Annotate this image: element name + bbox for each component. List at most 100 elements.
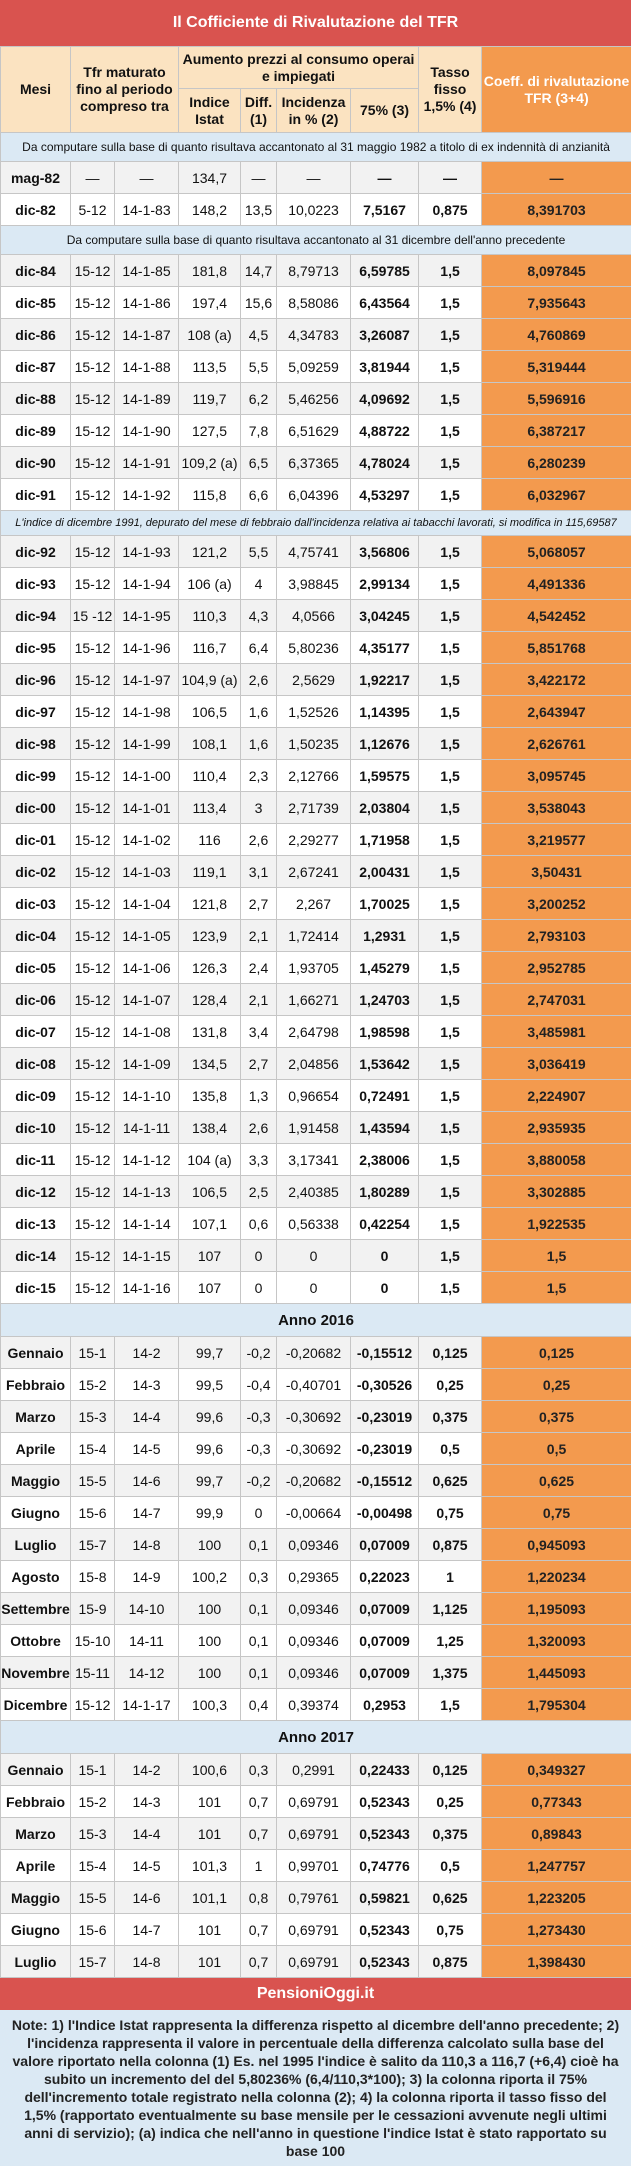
header-incidenza: Incidenza in % (2) [277,89,351,133]
indice-cell: 99,6 [179,1433,241,1465]
period-end-cell: 14-11 [115,1625,179,1657]
p75-cell: 2,38006 [351,1144,419,1176]
period-end-cell: 14-5 [115,1433,179,1465]
p75-cell: 0 [351,1240,419,1272]
p75-cell: 1,14395 [351,696,419,728]
coefficiente-cell: 1,273430 [482,1914,631,1946]
period-end-cell: 14-5 [115,1850,179,1882]
year-heading-row: Anno 2016 [1,1304,631,1337]
coefficiente-cell: 1,223205 [482,1882,631,1914]
p75-cell: 0,52343 [351,1818,419,1850]
diff-cell: 3 [241,792,277,824]
period-start-cell: 15-12 [71,760,115,792]
period-end-cell: 14-1-89 [115,383,179,415]
period-start-cell: 15-12 [71,1048,115,1080]
diff-cell: 2,6 [241,824,277,856]
mese-cell: dic-94 [1,600,71,632]
mese-cell: dic-13 [1,1208,71,1240]
incidenza-cell: -0,00664 [277,1497,351,1529]
diff-cell: 0 [241,1240,277,1272]
period-end-cell: 14-1-00 [115,760,179,792]
mese-cell: Giugno [1,1497,71,1529]
diff-cell: 0,7 [241,1946,277,1978]
incidenza-cell: 0,69791 [277,1786,351,1818]
incidenza-cell: 0,09346 [277,1657,351,1689]
diff-cell: 5,5 [241,536,277,568]
p75-cell: 4,88722 [351,415,419,447]
period-end-cell: 14-7 [115,1914,179,1946]
incidenza-cell: 1,52526 [277,696,351,728]
coefficiente-cell: 0,89843 [482,1818,631,1850]
diff-cell: — [241,162,277,194]
coefficiente-cell: 2,224907 [482,1080,631,1112]
tasso-cell: 1,5 [419,568,482,600]
incidenza-cell: 0,2991 [277,1754,351,1786]
period-end-cell: 14-1-94 [115,568,179,600]
diff-cell: 0,8 [241,1882,277,1914]
diff-cell: 0 [241,1272,277,1304]
header-coefficiente: Coeff. di rivalutazione TFR (3+4) [482,47,631,133]
coefficiente-cell: 1,795304 [482,1689,631,1721]
tasso-cell: 0,125 [419,1337,482,1369]
mese-cell: Marzo [1,1818,71,1850]
section-note-row: Da computare sulla base di quanto risult… [1,226,631,255]
diff-cell: 2,6 [241,1112,277,1144]
indice-cell: 135,8 [179,1080,241,1112]
diff-cell: 6,2 [241,383,277,415]
incidenza-cell: 0,56338 [277,1208,351,1240]
incidenza-cell: 2,40385 [277,1176,351,1208]
mese-cell: Maggio [1,1465,71,1497]
mese-cell: dic-11 [1,1144,71,1176]
diff-cell: 6,6 [241,479,277,511]
period-end-cell: 14-1-90 [115,415,179,447]
period-start-cell: 15-12 [71,952,115,984]
tasso-cell: 1,5 [419,1240,482,1272]
coefficiente-cell: 1,195093 [482,1593,631,1625]
incidenza-cell: 0,99701 [277,1850,351,1882]
coefficiente-cell: 5,596916 [482,383,631,415]
period-end-cell: — [115,162,179,194]
indice-cell: 104,9 (a) [179,664,241,696]
tasso-cell: 1,5 [419,760,482,792]
diff-cell: 0,7 [241,1914,277,1946]
coefficiente-cell: 2,626761 [482,728,631,760]
incidenza-cell: 6,37365 [277,447,351,479]
period-end-cell: 14-1-87 [115,319,179,351]
tasso-cell: 1,5 [419,856,482,888]
p75-cell: 3,26087 [351,319,419,351]
mese-cell: dic-06 [1,984,71,1016]
period-start-cell: 15-12 [71,1176,115,1208]
coefficiente-cell: 2,793103 [482,920,631,952]
p75-cell: 0,52343 [351,1914,419,1946]
indice-cell: 110,4 [179,760,241,792]
incidenza-cell: 1,93705 [277,952,351,984]
diff-cell: 4,5 [241,319,277,351]
period-start-cell: 15-12 [71,1240,115,1272]
diff-cell: 3,1 [241,856,277,888]
tasso-cell: 0,25 [419,1786,482,1818]
tasso-cell: 0,5 [419,1433,482,1465]
indice-cell: 99,9 [179,1497,241,1529]
coefficiente-cell: 3,880058 [482,1144,631,1176]
p75-cell: 0,72491 [351,1080,419,1112]
section-note: Anno 2017 [1,1721,631,1754]
coefficiente-cell: 1,445093 [482,1657,631,1689]
period-end-cell: 14-1-16 [115,1272,179,1304]
diff-cell: 6,5 [241,447,277,479]
diff-cell: 0,4 [241,1689,277,1721]
section-note: L'indice di dicembre 1991, depurato del … [1,511,631,536]
coefficiente-cell: 1,5 [482,1272,631,1304]
indice-cell: 113,5 [179,351,241,383]
tasso-cell: 0,25 [419,1369,482,1401]
p75-cell: 0,07009 [351,1657,419,1689]
indice-cell: 101 [179,1818,241,1850]
period-start-cell: 15-12 [71,664,115,696]
